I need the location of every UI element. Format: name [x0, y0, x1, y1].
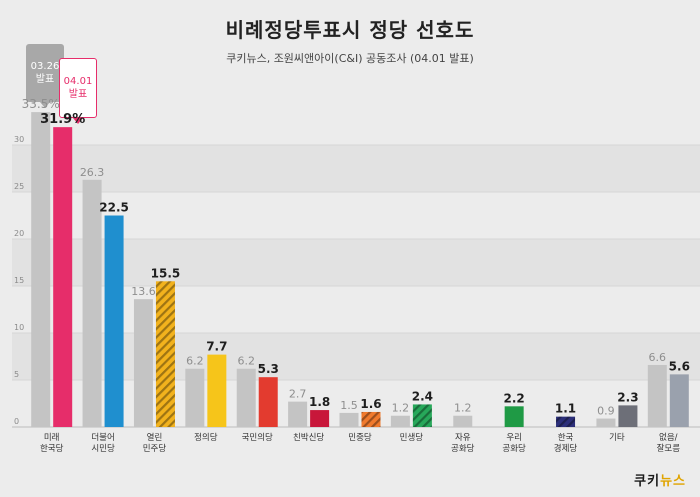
data-label-prev: 1.2 [454, 402, 472, 415]
bar-curr-hatch [155, 281, 175, 427]
bar-curr [310, 410, 330, 427]
data-label-prev: 6.2 [186, 355, 204, 368]
x-tick-label: 더불어 [91, 432, 114, 443]
x-tick-label: 자유 [455, 433, 471, 443]
x-tick-label: 국민의당 [242, 432, 273, 443]
data-label-prev: 6.2 [237, 355, 255, 368]
bar-prev [236, 368, 256, 427]
y-tick-label: 15 [14, 276, 24, 285]
brand-accent: 뉴스 [660, 474, 686, 489]
data-label-curr: 2.3 [617, 390, 638, 404]
x-tick-label: 우리 [506, 433, 522, 443]
x-tick-label: 기타 [609, 433, 625, 443]
x-tick-label: 민중당 [348, 432, 372, 443]
bar-curr-hatch [361, 411, 381, 427]
data-label-prev: 26.3 [80, 166, 105, 179]
brand-main: 쿠키 [634, 474, 661, 489]
data-label-curr: 1.8 [309, 395, 330, 409]
x-tick-label: 친박신당 [293, 432, 324, 443]
chart-subtitle: 쿠키뉴스, 조원씨앤아이(C&I) 공동조사 (04.01 발표) [226, 52, 474, 65]
bar-prev [31, 112, 51, 427]
data-label-prev: 1.5 [340, 399, 358, 412]
bar-prev [185, 368, 205, 427]
y-tick-label: 10 [14, 323, 24, 332]
bar-prev [390, 415, 410, 427]
data-label-curr: 1.1 [555, 402, 576, 416]
legend-curr-label: 04.01 발표 [63, 76, 93, 100]
x-tick-label: 정의당 [194, 432, 218, 443]
legend-prev-badge: 03.26 발표 [26, 44, 64, 108]
data-label-curr: 5.6 [669, 359, 690, 373]
bar-curr-hatch [412, 404, 432, 427]
grid-band [12, 333, 700, 380]
data-label-curr: 2.2 [504, 391, 525, 405]
data-label-prev: 1.2 [392, 402, 410, 415]
bar-curr [258, 377, 278, 427]
legend-prev-pointer [40, 102, 50, 108]
x-tick-label: 민주당 [143, 443, 167, 454]
data-label-curr: 1.6 [360, 397, 381, 411]
grid-band [12, 239, 700, 286]
data-label-prev: 13.6 [131, 285, 156, 298]
bar-prev [453, 415, 473, 427]
x-tick-label: 공화당 [451, 443, 475, 454]
y-tick-label: 5 [14, 370, 19, 379]
data-label-curr: 5.3 [258, 362, 279, 376]
y-tick-label: 20 [14, 229, 24, 238]
bar-curr [53, 127, 73, 427]
bar-prev [596, 418, 616, 427]
bar-curr [504, 406, 524, 427]
bar-prev [82, 179, 102, 427]
bar-prev [133, 299, 153, 427]
x-tick-label: 민생당 [400, 432, 424, 443]
x-tick-label: 열린 [147, 432, 163, 443]
data-label-prev: 0.9 [597, 405, 615, 418]
y-tick-label: 30 [14, 135, 24, 144]
x-tick-label: 미래 [44, 433, 60, 443]
y-tick-label: 25 [14, 182, 24, 191]
data-label-prev: 2.7 [289, 388, 307, 401]
data-label-prev: 33.5% [22, 97, 60, 111]
bar-prev [647, 364, 667, 427]
x-tick-label: 잘모름 [657, 443, 681, 454]
legend-curr-badge: 04.01 발표 [59, 58, 97, 124]
x-tick-label: 한국당 [40, 443, 64, 454]
bar-curr [207, 354, 227, 427]
x-tick-label: 시민당 [91, 443, 115, 454]
x-tick-label: 경제당 [554, 443, 578, 454]
data-label-curr: 31.9% [40, 112, 85, 127]
grid-band [12, 145, 700, 192]
bar-prev [339, 412, 359, 427]
bar-curr [618, 405, 638, 427]
brand-logo: 쿠키뉴스 [634, 470, 686, 489]
x-tick-label: 한국 [558, 433, 574, 443]
y-tick-label: 0 [14, 417, 19, 426]
bar-curr-hatch [556, 416, 576, 427]
x-tick-label: 공화당 [502, 443, 526, 454]
legend-prev-label: 03.26 발표 [30, 61, 60, 85]
bar-prev [288, 401, 308, 427]
data-label-prev: 6.6 [649, 351, 667, 364]
data-label-curr: 15.5 [151, 266, 181, 280]
legend-curr-pointer [73, 118, 83, 124]
data-label-curr: 7.7 [206, 340, 227, 354]
bar-curr [669, 374, 689, 427]
data-label-curr: 22.5 [99, 201, 129, 215]
x-tick-label: 없음/ [659, 433, 678, 443]
bar-curr [104, 215, 124, 427]
chart-title: 비례정당투표시 정당 선호도 [225, 18, 475, 42]
data-label-curr: 2.4 [412, 389, 433, 403]
